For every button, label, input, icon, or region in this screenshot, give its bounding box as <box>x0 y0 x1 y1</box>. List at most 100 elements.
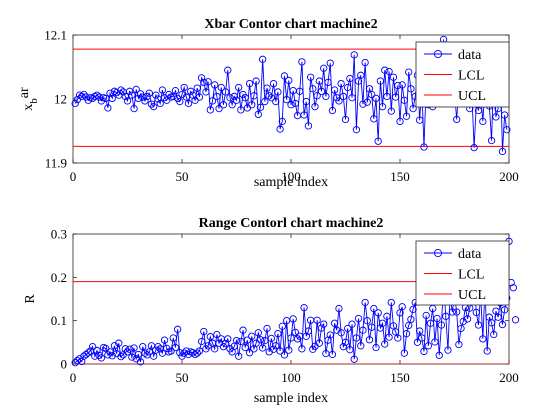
data-point <box>130 104 138 113</box>
data-point <box>474 321 483 329</box>
data-point <box>280 72 289 80</box>
data-point <box>193 84 201 92</box>
data-point <box>141 349 149 357</box>
legend-marker <box>433 248 443 258</box>
data-point <box>259 55 267 63</box>
chart-panel-2: Range Contorl chart machine2 0 50 100 150 200… <box>23 216 520 406</box>
legend-label-ucl: UCL <box>458 89 486 104</box>
x-tick-label: 100 <box>281 169 301 184</box>
data-point <box>252 339 260 347</box>
data-point <box>415 116 424 124</box>
data-point <box>320 320 328 328</box>
data-point <box>256 336 265 344</box>
data-point <box>354 314 363 323</box>
data-point <box>126 345 134 353</box>
legend-label-ucl: UCL <box>458 288 486 303</box>
data-point <box>424 342 432 350</box>
data-point <box>487 319 496 327</box>
data-point <box>346 346 354 354</box>
x-tick-label: 100 <box>281 370 301 385</box>
data-point <box>320 64 328 72</box>
data-point <box>136 358 145 366</box>
data-point <box>139 93 147 101</box>
data-point <box>202 88 210 96</box>
data-point <box>278 322 286 330</box>
data-point <box>396 117 404 126</box>
data-point <box>230 92 238 101</box>
x-axis-label: sample index <box>254 391 328 406</box>
data-point <box>344 324 352 333</box>
data-point <box>224 335 232 343</box>
data-point <box>448 308 456 316</box>
data-point <box>315 339 323 347</box>
data-point <box>387 107 395 115</box>
data-point <box>84 349 92 357</box>
data-point <box>304 122 313 130</box>
data-point <box>498 147 507 156</box>
data-point <box>108 94 116 103</box>
data-point <box>180 83 188 92</box>
data-point <box>296 87 304 95</box>
data-point <box>280 351 289 359</box>
data-point <box>235 83 243 92</box>
data-point <box>221 339 230 348</box>
data-point <box>361 58 369 67</box>
data-point <box>156 99 164 108</box>
data-point <box>263 84 271 92</box>
data-point <box>479 117 487 126</box>
data-point <box>385 67 393 76</box>
data-point <box>400 96 409 104</box>
data-point <box>402 330 411 338</box>
data-point <box>398 81 406 89</box>
data-point <box>500 111 509 119</box>
data-point <box>322 92 330 101</box>
data-point <box>509 284 518 292</box>
data-point <box>178 90 186 99</box>
data-point <box>337 329 345 337</box>
data-point <box>394 334 402 342</box>
data-point <box>171 87 180 95</box>
data-point <box>407 85 415 93</box>
data-point <box>470 143 478 152</box>
data-point <box>215 104 223 113</box>
data-point <box>256 103 265 111</box>
legend-marker <box>433 49 443 59</box>
data-point <box>381 340 389 348</box>
data-point <box>193 349 201 357</box>
data-point <box>254 329 262 337</box>
data-point <box>500 306 509 314</box>
data-point <box>267 94 276 102</box>
data-point <box>197 74 206 82</box>
data-point <box>363 317 371 325</box>
data-point <box>370 115 378 123</box>
data-point <box>206 106 214 114</box>
data-point <box>455 340 463 349</box>
data-point <box>237 106 245 114</box>
data-point <box>274 88 282 96</box>
data-point <box>317 324 326 332</box>
data-point <box>97 354 105 362</box>
data-point <box>176 97 184 106</box>
data-point <box>453 308 461 316</box>
x-tick-label: 50 <box>176 370 189 385</box>
data-point <box>370 304 378 313</box>
data-point <box>104 104 112 112</box>
data-point <box>335 97 343 105</box>
data-point <box>235 352 243 360</box>
data-point <box>352 334 361 342</box>
data-point <box>200 327 208 336</box>
data-point <box>372 343 380 352</box>
data-point <box>217 83 225 92</box>
data-point <box>339 343 347 351</box>
data-point <box>241 94 249 102</box>
data-point <box>311 103 319 111</box>
data-point <box>409 104 417 113</box>
data-point <box>211 81 219 89</box>
data-point <box>337 79 345 88</box>
data-point <box>359 326 367 334</box>
x-tick-label: 0 <box>70 370 77 385</box>
data-point <box>298 58 306 66</box>
data-point <box>326 59 334 67</box>
data-point <box>344 83 352 92</box>
